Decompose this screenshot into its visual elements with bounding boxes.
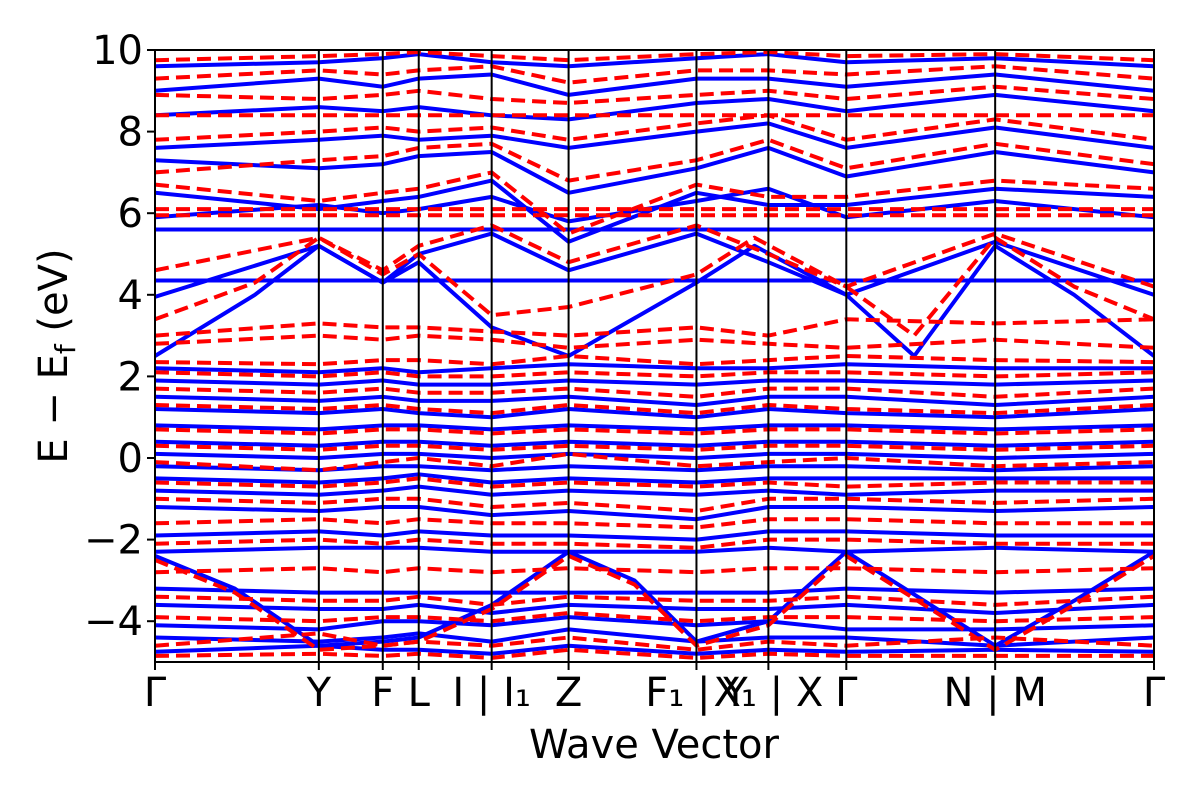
dashed-band-line-10 bbox=[155, 451, 1154, 473]
dashed-band-line-4 bbox=[155, 553, 1154, 652]
bands-layer bbox=[155, 50, 1154, 660]
y-tick-label: 4 bbox=[118, 273, 143, 319]
y-tick-label: 10 bbox=[92, 28, 143, 74]
solid-band-line-4 bbox=[155, 586, 1154, 595]
dashed-band-line-7 bbox=[155, 517, 1154, 530]
high-symmetry-lines bbox=[317, 50, 997, 662]
x-tick-label: F bbox=[371, 670, 394, 716]
x-tick-label: Γ bbox=[835, 670, 858, 716]
plot-frame bbox=[154, 49, 1155, 663]
dashed-band-line-3 bbox=[155, 594, 1154, 607]
solid-band-line-8 bbox=[155, 505, 1154, 522]
dashed-band-line-9 bbox=[155, 476, 1154, 489]
dashed-band-line-25 bbox=[155, 113, 1154, 142]
x-tick-label: Z bbox=[555, 670, 582, 716]
x-tick-label: F₁ | Y bbox=[645, 670, 748, 716]
solid-band-line-24 bbox=[155, 178, 1154, 244]
dashed-band-line-1 bbox=[155, 631, 1154, 652]
x-tick-label: I | I₁ bbox=[452, 670, 531, 716]
y-tick-label: −4 bbox=[84, 599, 143, 645]
x-tick-label: L bbox=[408, 670, 431, 716]
dashed-band-line-16 bbox=[155, 354, 1154, 367]
solid-band-line-25 bbox=[155, 145, 1154, 195]
dashed-band-line-6 bbox=[155, 537, 1154, 550]
solid-band-line-14 bbox=[155, 423, 1154, 432]
dashed-band-line-14 bbox=[155, 386, 1154, 399]
dashed-band-line-18 bbox=[155, 317, 1154, 338]
solid-band-line-28 bbox=[155, 72, 1154, 97]
y-tick-label: 2 bbox=[118, 354, 143, 400]
y-axis-label-main: E − E bbox=[31, 354, 77, 464]
dashed-band-line-12 bbox=[155, 427, 1154, 436]
solid-band-line-5 bbox=[155, 549, 1154, 648]
y-tick-label: 8 bbox=[118, 110, 143, 156]
x-axis-label: Wave Vector bbox=[529, 722, 780, 768]
dashed-band-line-17 bbox=[155, 333, 1154, 350]
dashed-band-line-8 bbox=[155, 496, 1154, 513]
y-axis-label: E − Ef (eV) bbox=[31, 248, 82, 463]
x-tick-label: X₁ | X bbox=[714, 670, 824, 716]
dashed-band-line-0 bbox=[155, 647, 1154, 660]
dashed-band-line-15 bbox=[155, 370, 1154, 379]
y-axis-ticks: −4 −2 0 2 4 6 8 10 bbox=[84, 28, 155, 645]
dashed-band-line-28 bbox=[155, 64, 1154, 85]
solid-band-line-12 bbox=[155, 451, 1154, 460]
y-tick-label: −2 bbox=[84, 518, 143, 564]
y-tick-label: 0 bbox=[118, 436, 143, 482]
dashed-band-line-11 bbox=[155, 443, 1154, 452]
dashed-band-line-5 bbox=[155, 566, 1154, 575]
x-tick-label: Γ bbox=[144, 670, 167, 716]
dashed-band-line-29 bbox=[155, 50, 1154, 63]
y-axis-label-subscript: f bbox=[49, 343, 82, 354]
dashed-band-line-27 bbox=[155, 84, 1154, 105]
solid-band-line-13 bbox=[155, 439, 1154, 448]
dashed-band-line-13 bbox=[155, 403, 1154, 416]
x-tick-label: Γ bbox=[1143, 670, 1166, 716]
y-tick-label: 6 bbox=[118, 191, 143, 237]
x-tick-label: N | M bbox=[943, 670, 1046, 716]
y-axis-label-unit: (eV) bbox=[31, 248, 77, 344]
dashed-band-line-2 bbox=[155, 611, 1154, 624]
solid-band-line-17 bbox=[155, 378, 1154, 387]
x-tick-label: Y bbox=[306, 670, 332, 716]
solid-band-line-6 bbox=[155, 545, 1154, 554]
